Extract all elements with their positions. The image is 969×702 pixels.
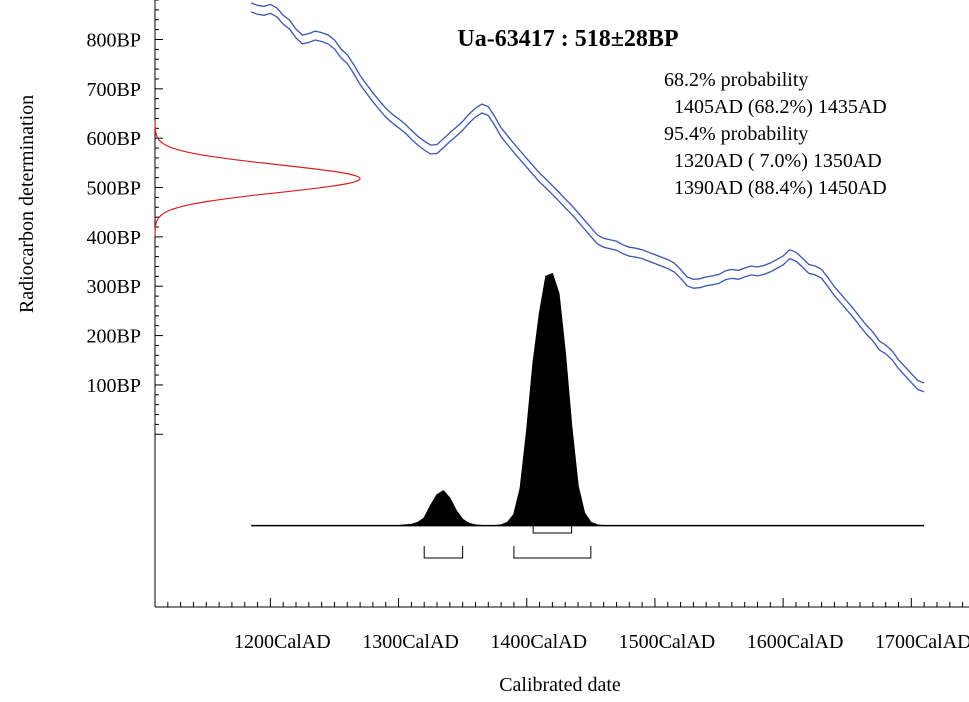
- probability-line: 95.4% probability: [664, 123, 808, 145]
- range-95-bracket: [513, 546, 592, 559]
- x-tick-label: 1500CalAD: [619, 631, 716, 653]
- calibration-curve: [250, 2, 925, 393]
- range-95-bracket: [423, 546, 464, 559]
- probability-ranges: [423, 521, 592, 559]
- x-tick-label: 1700CalAD: [875, 631, 969, 653]
- x-tick-label: 1600CalAD: [747, 631, 844, 653]
- probability-line: 68.2% probability: [664, 69, 808, 91]
- probability-distribution: [251, 272, 925, 527]
- calibration-curve-upper: [250, 2, 925, 384]
- y-tick-label: 100BP: [87, 375, 141, 397]
- y-tick-label: 300BP: [87, 276, 141, 298]
- y-axis: 800BP 700BP 600BP 500BP 400BP 300BP 200BP 100BP: [87, 0, 163, 607]
- calibration-curve-lower: [250, 11, 925, 393]
- y-tick-label: 500BP: [87, 178, 141, 200]
- probability-line: 1405AD (68.2%) 1435AD: [664, 96, 887, 118]
- y-tick-label: 700BP: [87, 79, 141, 101]
- y-axis-title: Radiocarbon determination: [16, 95, 38, 313]
- y-tick-label: 800BP: [87, 29, 141, 51]
- x-axis: 1200CalAD 1300CalAD 1400CalAD 1500CalAD 1600…: [154, 598, 969, 653]
- probability-line: 1390AD (88.4%) 1450AD: [664, 177, 887, 199]
- probability-summary: 68.2% probability 1405AD (68.2%) 1435AD 9…: [664, 69, 887, 199]
- chart-title: Ua-63417 : 518±28BP: [457, 26, 678, 52]
- probability-line: 1320AD ( 7.0%) 1350AD: [664, 150, 882, 172]
- y-tick-label: 200BP: [87, 326, 141, 348]
- x-tick-label: 1200CalAD: [234, 631, 331, 653]
- x-tick-label: 1400CalAD: [490, 631, 587, 653]
- probability-distribution-area: [251, 272, 925, 527]
- x-axis-title: Calibrated date: [499, 674, 621, 696]
- y-tick-label: 600BP: [87, 128, 141, 150]
- measurement-distribution: [154, 120, 361, 237]
- measurement-curve: [154, 120, 361, 237]
- range-68-bracket: [532, 521, 573, 534]
- x-tick-label: 1300CalAD: [362, 631, 459, 653]
- y-tick-label: 400BP: [87, 227, 141, 249]
